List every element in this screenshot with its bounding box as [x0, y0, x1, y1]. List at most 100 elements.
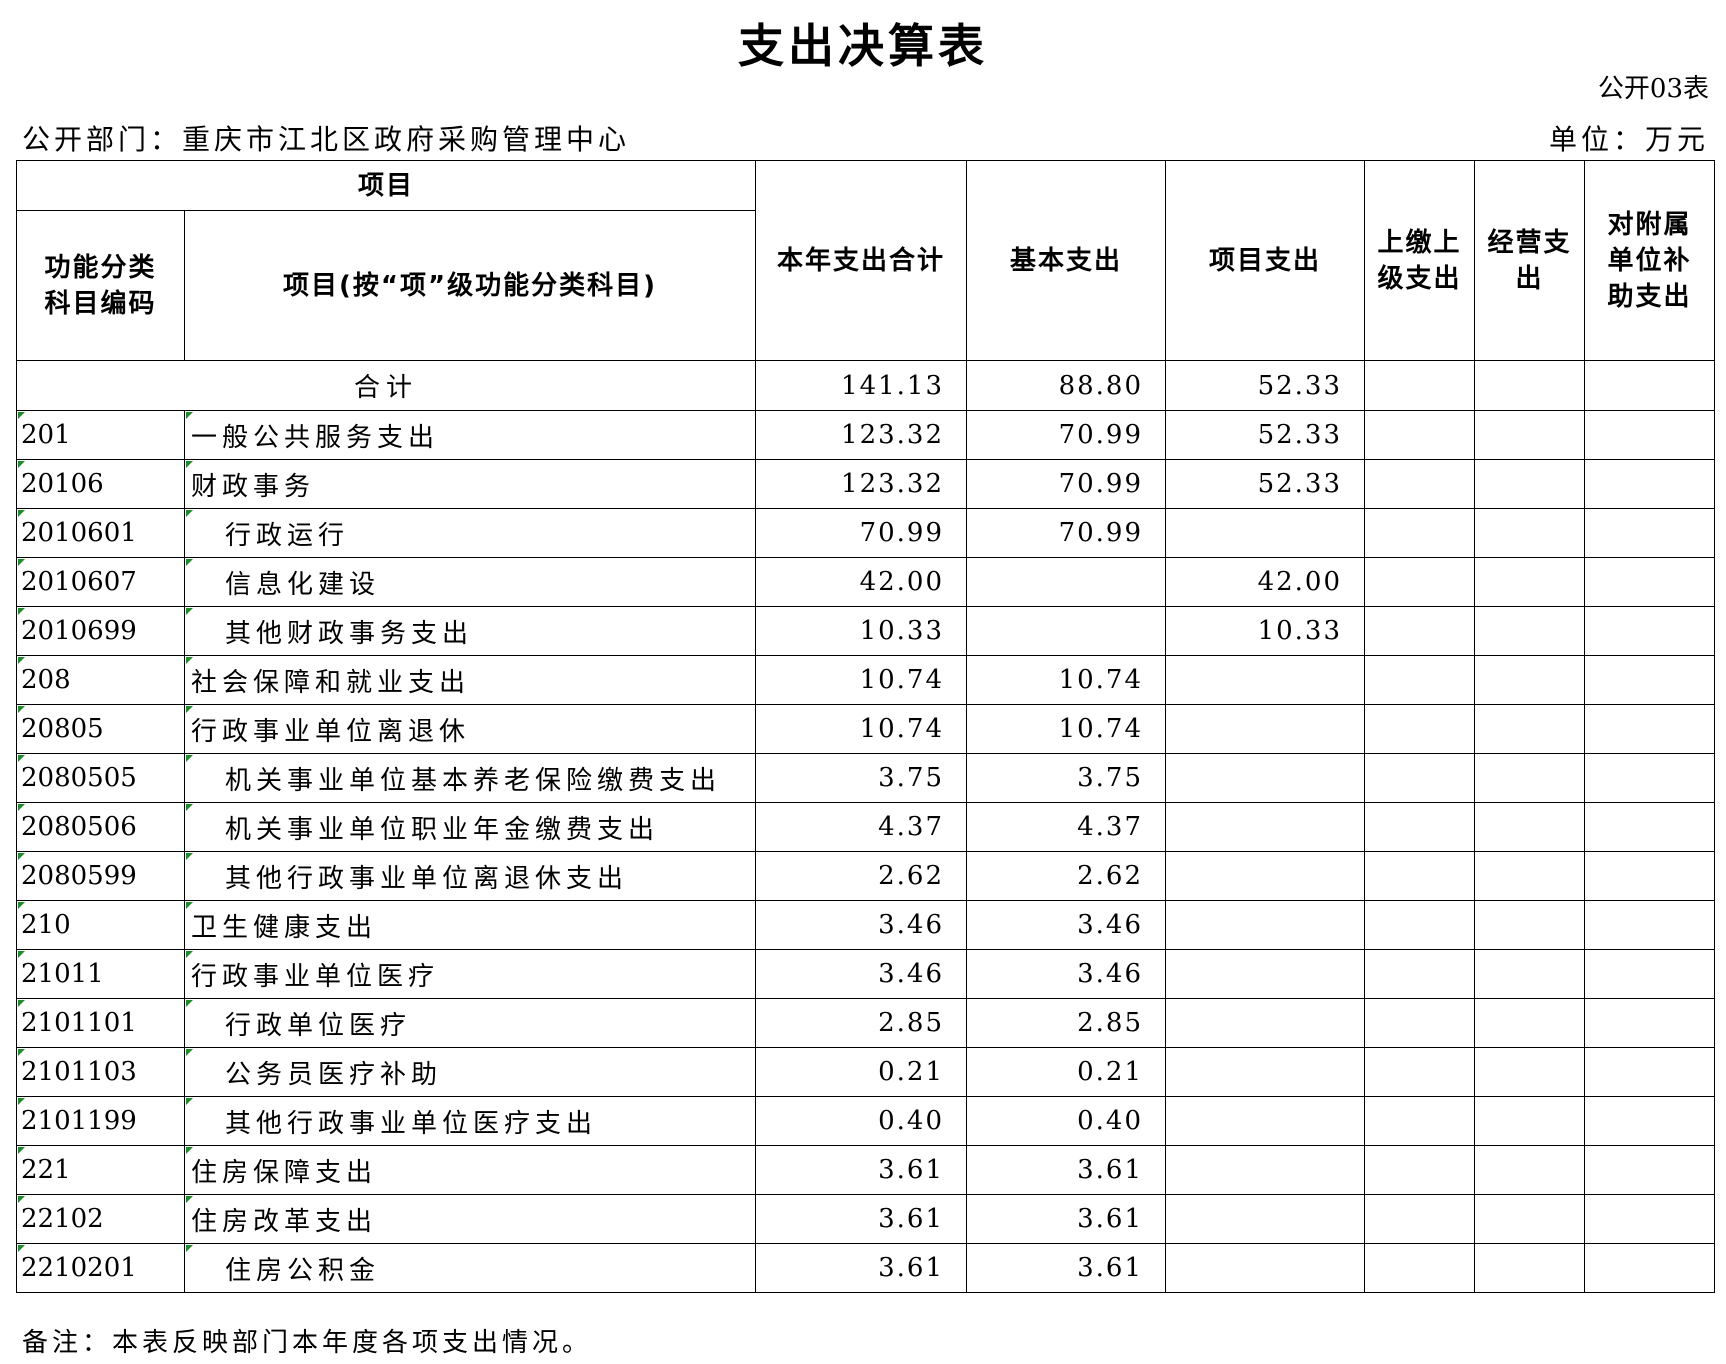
row-subsidiary — [1584, 900, 1716, 950]
row-code: 221 — [16, 1145, 185, 1195]
header-code: 功能分类 科目编码 — [16, 210, 185, 361]
row-code: 2080506 — [16, 802, 185, 852]
row-basic — [966, 557, 1167, 607]
row-project — [1165, 655, 1366, 705]
header-operating: 经营支出 — [1474, 160, 1586, 361]
row-name: 卫生健康支出 — [183, 900, 757, 950]
row-subsidiary — [1584, 851, 1716, 901]
table-row: 2101103 公务员医疗补助 0.21 0.21 — [16, 1047, 1716, 1097]
row-basic: 0.40 — [966, 1096, 1167, 1146]
department-label: 公开部门：重庆市江北区政府采购管理中心 — [22, 123, 631, 156]
row-subsidiary — [1584, 753, 1716, 803]
row-basic: 3.61 — [966, 1145, 1167, 1195]
row-upper — [1364, 1145, 1476, 1195]
row-subsidiary — [1584, 802, 1716, 852]
header-project: 项目 — [15, 160, 757, 211]
row-name: 行政单位医疗 — [183, 998, 757, 1048]
row-subsidiary — [1584, 557, 1716, 607]
row-total: 0.40 — [755, 1096, 968, 1146]
row-basic: 70.99 — [966, 410, 1167, 460]
footnote: 备注：本表反映部门本年度各项支出情况。 — [22, 1328, 593, 1358]
table-row: 22102 住房改革支出 3.61 3.61 — [16, 1194, 1716, 1244]
row-upper — [1364, 753, 1476, 803]
table-row: 2080506 机关事业单位职业年金缴费支出 4.37 4.37 — [16, 802, 1716, 852]
row-subsidiary — [1584, 704, 1716, 754]
row-operating — [1474, 410, 1586, 460]
row-upper — [1364, 998, 1476, 1048]
table-row: 20106 财政事务 123.32 70.99 52.33 — [16, 459, 1716, 509]
total-label: 合计 — [15, 360, 757, 411]
row-code: 21011 — [16, 949, 185, 999]
row-upper — [1364, 1096, 1476, 1146]
row-upper — [1364, 410, 1476, 460]
row-basic: 2.62 — [966, 851, 1167, 901]
row-name: 公务员医疗补助 — [183, 1047, 757, 1097]
total-upper — [1364, 360, 1476, 411]
row-basic: 3.46 — [966, 900, 1167, 950]
table-row: 20805 行政事业单位离退休 10.74 10.74 — [16, 704, 1716, 754]
table-row: 2080505 机关事业单位基本养老保险缴费支出 3.75 3.75 — [16, 753, 1716, 803]
row-code: 20106 — [16, 459, 185, 509]
unit-label: 单位：万元 — [1548, 123, 1709, 156]
row-subsidiary — [1584, 459, 1716, 509]
row-name: 行政事业单位离退休 — [183, 704, 757, 754]
row-code: 20805 — [16, 704, 185, 754]
row-name: 机关事业单位基本养老保险缴费支出 — [183, 753, 757, 803]
table-row: 210 卫生健康支出 3.46 3.46 — [16, 900, 1716, 950]
row-total: 10.74 — [755, 655, 968, 705]
row-upper — [1364, 606, 1476, 656]
header-upper-payment: 上缴上 级支出 — [1364, 160, 1476, 361]
row-operating — [1474, 655, 1586, 705]
row-operating — [1474, 459, 1586, 509]
row-project: 52.33 — [1165, 410, 1366, 460]
table-row: 2101101 行政单位医疗 2.85 2.85 — [16, 998, 1716, 1048]
table-row: 2010601 行政运行 70.99 70.99 — [16, 508, 1716, 558]
row-basic: 3.61 — [966, 1194, 1167, 1244]
row-project — [1165, 508, 1366, 558]
page-title: 支出决算表 — [738, 19, 988, 73]
row-upper — [1364, 802, 1476, 852]
row-name: 住房公积金 — [183, 1243, 757, 1293]
row-total: 42.00 — [755, 557, 968, 607]
row-name: 住房改革支出 — [183, 1194, 757, 1244]
row-subsidiary — [1584, 998, 1716, 1048]
row-subsidiary — [1584, 1047, 1716, 1097]
table-row: 2010699 其他财政事务支出 10.33 10.33 — [16, 606, 1716, 656]
row-subsidiary — [1584, 1194, 1716, 1244]
row-total: 4.37 — [755, 802, 968, 852]
row-subsidiary — [1584, 655, 1716, 705]
row-name: 其他财政事务支出 — [183, 606, 757, 656]
row-name: 机关事业单位职业年金缴费支出 — [183, 802, 757, 852]
row-total: 3.61 — [755, 1243, 968, 1293]
row-project — [1165, 998, 1366, 1048]
row-upper — [1364, 949, 1476, 999]
row-total: 123.32 — [755, 459, 968, 509]
row-operating — [1474, 998, 1586, 1048]
row-total: 3.46 — [755, 900, 968, 950]
row-project — [1165, 753, 1366, 803]
total-row: 合计 141.13 88.80 52.33 — [15, 360, 1716, 411]
row-subsidiary — [1584, 1145, 1716, 1195]
expenditure-table: 项目 本年支出合计 基本支出 项目支出 上缴上 级支出 经营支出 对附属 单位补 助支… — [15, 160, 1716, 1293]
row-basic — [966, 606, 1167, 656]
row-basic: 3.75 — [966, 753, 1167, 803]
row-project — [1165, 1194, 1366, 1244]
row-operating — [1474, 900, 1586, 950]
row-operating — [1474, 1047, 1586, 1097]
row-total: 3.61 — [755, 1194, 968, 1244]
row-name: 行政事业单位医疗 — [183, 949, 757, 999]
table-row: 208 社会保障和就业支出 10.74 10.74 — [16, 655, 1716, 705]
row-operating — [1474, 949, 1586, 999]
row-project: 52.33 — [1165, 459, 1366, 509]
form-number: 公开03表 — [1597, 74, 1709, 104]
row-project — [1165, 802, 1366, 852]
header-basic: 基本支出 — [966, 160, 1167, 361]
header-subsidiary: 对附属 单位补 助支出 — [1584, 160, 1716, 361]
row-code: 22102 — [16, 1194, 185, 1244]
row-total: 3.46 — [755, 949, 968, 999]
row-name: 住房保障支出 — [183, 1145, 757, 1195]
row-subsidiary — [1584, 1243, 1716, 1293]
row-upper — [1364, 851, 1476, 901]
total-project: 52.33 — [1165, 360, 1366, 411]
table-row: 221 住房保障支出 3.61 3.61 — [16, 1145, 1716, 1195]
